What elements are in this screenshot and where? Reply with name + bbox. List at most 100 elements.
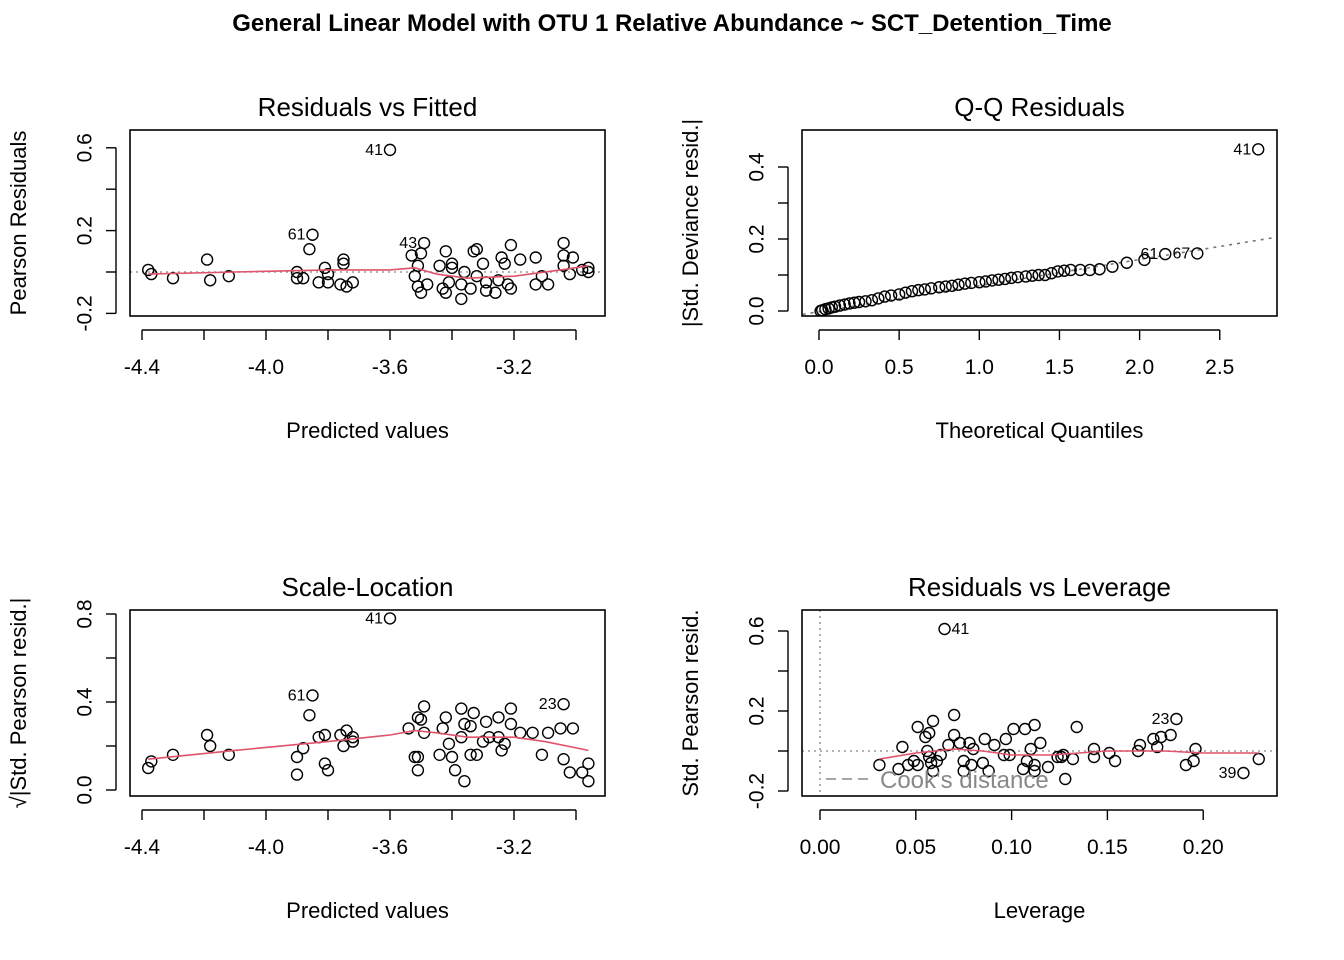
data-point [1038,268,1052,282]
data-point [464,282,477,295]
data-point [498,257,511,270]
data-point [557,753,570,766]
data-point [924,756,938,770]
data-point [200,253,214,266]
x-tick-label: -3.2 [496,836,532,859]
data-point [321,267,335,281]
data-point [1032,268,1045,282]
point-label-41: 41 [952,621,970,638]
data-point [166,748,180,761]
data-point [1138,253,1151,267]
x-tick-label: 0.0 [804,356,833,379]
data-point [957,764,970,778]
data-point [896,740,909,754]
x-tick-label: 2.0 [1125,356,1154,379]
data-point [414,713,428,726]
data-point [1058,264,1071,277]
data-point [957,754,970,768]
x-tick-label: -4.4 [124,836,161,859]
data-point [346,731,359,744]
data-point [878,290,891,303]
data-point [495,744,508,757]
data-point [541,726,555,739]
data-point [884,289,898,302]
data-point [321,276,335,289]
data-point [1120,256,1133,269]
data-point [479,284,493,297]
data-point [873,758,886,772]
x-tick-label: -3.6 [372,356,408,379]
data-point [464,720,477,733]
data-point [899,286,912,299]
data-point [1083,263,1097,277]
panel-title: Q-Q Residuals [954,92,1125,122]
data-point [988,738,1001,752]
point-label-43: 43 [399,235,417,252]
data-point [1103,746,1116,760]
data-point [504,282,518,295]
data-point [918,283,931,296]
data-point [925,282,938,295]
data-point [905,285,919,298]
y-axis-label: Pearson Residuals [6,131,31,316]
panel-title: Residuals vs Fitted [258,92,478,122]
data-point [464,748,477,761]
point-label-41: 41 [365,142,383,159]
data-point-41 [1252,143,1265,156]
data-point [479,715,493,728]
data-point [1005,271,1018,285]
cooks-distance-legend-label: Cook's distance [880,767,1049,794]
data-point [1093,263,1106,276]
data-point [458,775,471,788]
x-axis-label: Theoretical Quantiles [936,418,1144,443]
panel-p2: 41 67 61 0.0 0.5 1.0 1.5 2.0 2.5 0.0 0.2 0.4 Q-Q Res… [678,92,1278,443]
smoother-line [148,264,589,280]
data-point [1074,263,1087,277]
data-point [1147,732,1160,746]
y-tick-label: 0.6 [73,133,96,162]
data-point [476,735,490,748]
plot-area [130,143,605,306]
data-point [467,245,480,258]
data-point [554,722,567,735]
y-tick-label: 0.0 [745,296,768,325]
data-point [1179,758,1193,772]
data-point [965,276,978,290]
data-point [411,280,425,293]
data-point [436,722,449,735]
x-tick-label: 0.00 [800,836,841,859]
data-point [1028,718,1041,732]
data-point [470,748,483,761]
data-point [402,722,415,735]
data-point [1189,742,1202,756]
x-tick-label: -4.0 [248,356,284,379]
data-point-41 [938,622,951,636]
data-point [495,251,508,264]
data-point [907,754,921,768]
data-point [1087,742,1101,756]
data-point [934,748,947,762]
x-tick-label: -3.2 [496,356,532,379]
data-point [141,263,155,277]
data-point [973,276,986,289]
data-point [489,286,502,299]
x-tick-label: 1.0 [965,356,994,379]
data-point [958,277,972,290]
data-point [1011,270,1024,284]
y-axis-label: |Std. Deviance resid.| [678,119,703,327]
data-point [566,722,580,735]
data-point [535,269,549,283]
data-point [297,272,310,285]
data-point [952,278,965,291]
x-axis-label: Leverage [994,898,1086,923]
plot-frame [801,609,1278,797]
data-point [1070,720,1083,734]
data-point [838,298,851,311]
data-point [408,269,421,283]
data-point [492,711,505,724]
data-point [421,278,434,291]
data-point [417,726,431,739]
data-point [526,726,539,739]
y-tick-label: 0.0 [73,775,96,804]
data-point-41 [383,143,397,157]
